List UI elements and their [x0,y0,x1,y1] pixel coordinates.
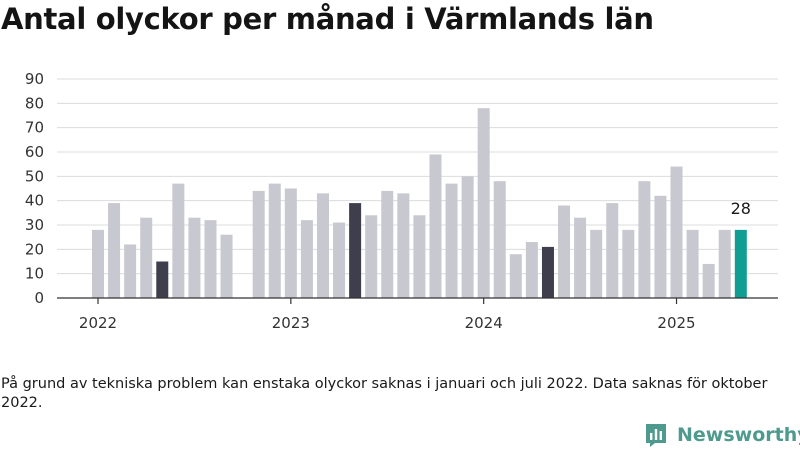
y-tick-label: 10 [25,265,44,283]
bar-2025-02 [686,229,699,298]
bar-2024-03 [509,254,522,298]
newsworthy-logo[interactable]: Newsworthy [644,421,800,449]
bars [92,108,747,298]
bar-2024-09 [606,203,619,298]
bar-2023-07 [381,190,394,298]
y-tick-label: 60 [25,143,44,161]
y-tick-label: 0 [34,289,44,307]
bar-2023-05 [349,203,362,298]
y-tick-label: 20 [25,240,44,258]
y-tick-label: 80 [25,94,44,112]
footnote: På grund av tekniska problem kan enstaka… [1,376,768,411]
x-tick-label: 2022 [79,314,117,332]
bar-2022-08 [204,220,217,298]
x-axis-ticks: 2022 2023 2024 2025 [79,298,696,332]
bar-2022-12 [268,183,281,298]
bar-2024-10 [622,229,635,298]
bar-2023-01 [284,188,297,298]
bar-2024-06 [558,205,571,298]
y-axis-ticks: 0 10 20 30 40 50 60 70 80 90 [25,70,44,307]
y-tick-label: 30 [25,216,44,234]
bar-2023-12 [461,176,474,298]
y-tick-label: 90 [25,70,44,88]
bar-2023-10 [429,154,442,298]
newsworthy-logo-text: Newsworthy [677,424,800,446]
bar-2022-07 [188,217,201,298]
bar-2024-02 [493,181,506,298]
bar-chart: 0 10 20 30 40 50 60 70 80 90 2022 2023 2024 2025 28 [25,70,778,332]
bar-2022-06 [172,183,185,298]
bar-2024-11 [638,181,651,298]
bar-2023-08 [397,193,410,298]
bar-2023-06 [365,215,378,298]
bar-2024-08 [590,229,603,298]
bar-2023-03 [316,193,329,298]
bar-2023-09 [413,215,426,298]
x-tick-label: 2025 [657,314,695,332]
y-tick-label: 50 [25,167,44,185]
bar-2022-05 [156,261,169,298]
x-tick-label: 2024 [465,314,503,332]
data-labels: 28 [731,199,751,218]
bar-2024-07 [574,217,587,298]
bar-2024-05 [541,246,554,298]
bar-2022-02 [108,203,121,298]
bar-2023-11 [445,183,458,298]
bar-2024-12 [654,195,667,298]
y-tick-label: 70 [25,119,44,137]
bar-2025-01 [670,166,683,298]
data-label-2025-05: 28 [731,199,751,218]
y-tick-label: 40 [25,192,44,210]
chart-title: Antal olyckor per månad i Värmlands län [1,2,654,36]
bar-2025-03 [702,263,715,298]
bar-2025-05 [734,229,747,298]
bar-2022-01 [92,229,104,298]
bar-2022-09 [220,234,233,298]
bar-2024-01 [477,108,490,298]
bar-2022-11 [252,190,265,298]
newsworthy-logo-icon [646,424,666,447]
bar-2024-04 [525,242,538,298]
bar-2022-04 [140,217,153,298]
bar-2023-04 [333,222,346,298]
x-tick-label: 2023 [272,314,310,332]
bar-2025-04 [718,229,731,298]
bar-2022-03 [124,244,137,298]
bar-2023-02 [300,220,313,298]
